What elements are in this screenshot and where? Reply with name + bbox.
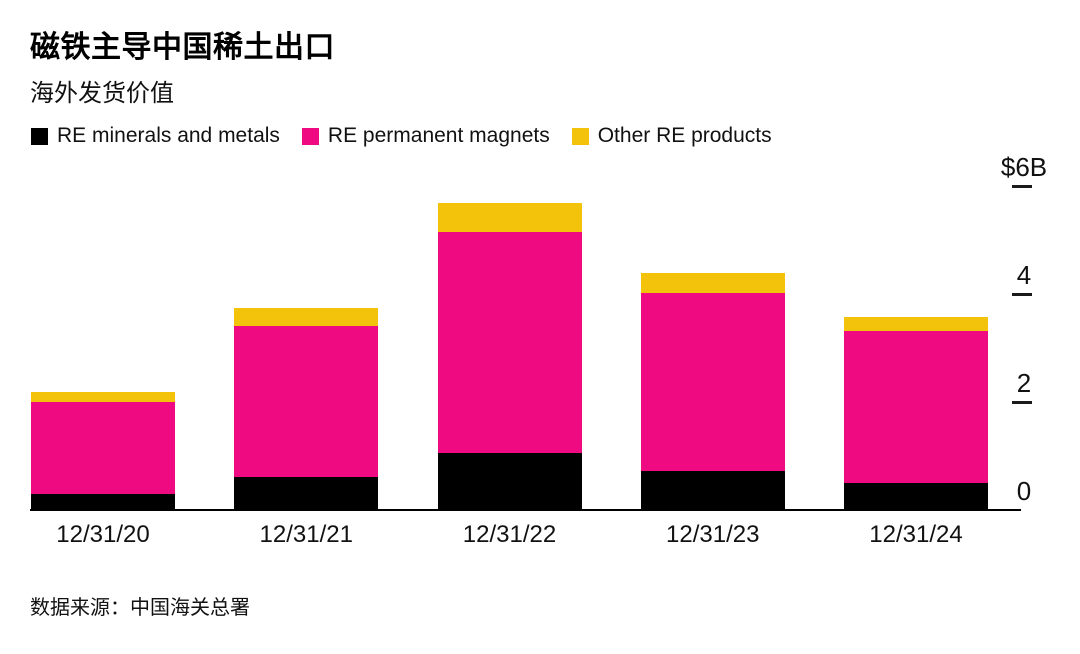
chart-subtitle: 海外发货价值 (30, 80, 174, 107)
bar-segment (640, 272, 785, 293)
x-axis-label: 12/31/22 (462, 521, 557, 548)
y-axis-label: 2 (1016, 368, 1032, 398)
bar-segment (437, 453, 582, 511)
bar-segment (844, 482, 988, 511)
bar-12/31/21 (234, 307, 379, 511)
legend-label: RE minerals and metals (57, 124, 280, 147)
x-axis-label: 12/31/20 (56, 521, 150, 548)
legend-label: Other RE products (597, 124, 772, 147)
bar-segment (31, 392, 175, 403)
legend-item: RE permanent magnets (301, 124, 550, 148)
x-axis-label: 12/31/21 (259, 521, 353, 548)
x-axis-label: 12/31/24 (869, 521, 963, 548)
bar-segment (640, 471, 785, 511)
x-axis-line (30, 509, 1021, 511)
bar-segment (437, 232, 582, 454)
bar-segment (844, 331, 988, 483)
y-axis-label: 4 (1016, 260, 1032, 290)
legend-label: RE permanent magnets (327, 124, 550, 147)
bar-segment (640, 292, 785, 472)
bar-segment (844, 317, 988, 332)
y-axis-tick (1012, 401, 1032, 404)
bar-segment (234, 307, 379, 326)
x-axis-label: 12/31/23 (666, 521, 760, 548)
bar-segment (234, 476, 379, 511)
legend-item: RE minerals and metals (31, 124, 280, 148)
bar-segment (31, 494, 175, 511)
source-note: 数据来源：中国海关总署 (30, 597, 250, 619)
y-axis-tick (1012, 185, 1032, 188)
bar-12/31/24 (844, 317, 988, 511)
y-axis-label: 0 (1016, 476, 1032, 506)
plot-area (31, 160, 988, 511)
legend: RE minerals and metals RE permanent magne… (31, 124, 772, 148)
bar-segment (437, 203, 582, 233)
legend-swatch-icon (301, 127, 319, 145)
legend-swatch-icon (571, 127, 589, 145)
bar-12/31/23 (640, 272, 785, 511)
legend-swatch-icon (31, 127, 48, 145)
bar-segment (31, 402, 175, 495)
y-axis-tick (1012, 293, 1032, 296)
bar-12/31/20 (31, 392, 175, 511)
bar-12/31/22 (437, 203, 582, 511)
chart-title: 磁铁主导中国稀土出口 (30, 31, 335, 64)
y-axis-label: $6B (1000, 152, 1048, 182)
bar-segment (234, 325, 379, 477)
legend-item: Other RE products (571, 124, 772, 148)
